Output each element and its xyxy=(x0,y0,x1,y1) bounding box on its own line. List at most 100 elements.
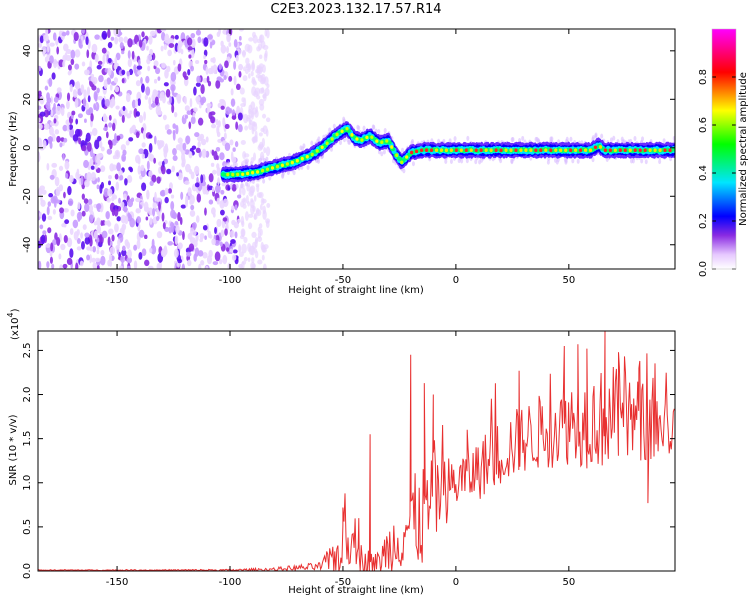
noise-blob xyxy=(38,65,42,72)
noise-blob xyxy=(73,31,79,42)
ridge-core xyxy=(419,148,424,153)
noise-blob xyxy=(254,130,258,139)
x-tick-label: -100 xyxy=(219,577,242,588)
noise-blob xyxy=(260,241,264,251)
ridge-core xyxy=(519,148,523,153)
noise-blob xyxy=(141,31,145,38)
ridge-core xyxy=(499,148,503,153)
ridge-halo xyxy=(444,159,448,165)
noise-blob xyxy=(109,240,113,247)
noise-blob xyxy=(107,236,111,246)
noise-blob xyxy=(243,113,249,124)
noise-blob xyxy=(234,204,238,211)
noise-blob xyxy=(39,111,46,117)
ridge-core xyxy=(623,148,627,153)
noise-blob xyxy=(51,162,58,168)
noise-blob xyxy=(121,50,125,55)
noise-blob xyxy=(195,29,202,36)
noise-blob xyxy=(256,94,261,100)
ridge-core xyxy=(315,149,319,153)
noise-blob xyxy=(261,198,267,204)
ridge-halo xyxy=(245,181,249,187)
noise-blob xyxy=(170,221,174,228)
noise-blob xyxy=(67,64,72,71)
noise-blob xyxy=(113,29,119,37)
noise-blob xyxy=(146,189,150,200)
noise-blob xyxy=(241,97,245,103)
colorbar-tick-label: 0.8 xyxy=(698,69,709,85)
colorbar: 0.0 0.2 0.4 0.6 0.8 Normalized spectral ampl… xyxy=(698,28,749,277)
noise-blob xyxy=(124,178,128,186)
noise-blob xyxy=(116,216,121,222)
noise-blob xyxy=(53,58,58,69)
noise-blob xyxy=(233,60,237,70)
noise-blob xyxy=(200,138,207,146)
ridge-core xyxy=(260,168,265,173)
noise-blob xyxy=(77,113,83,119)
colorbar-gradient xyxy=(712,29,736,269)
noise-blob xyxy=(248,213,254,218)
noise-blob xyxy=(111,96,115,106)
noise-blob xyxy=(96,249,100,255)
noise-blob xyxy=(203,37,209,47)
noise-blob xyxy=(186,259,192,267)
x-tick-label: 50 xyxy=(562,275,575,286)
noise-blob xyxy=(97,60,103,65)
noise-blob xyxy=(244,125,249,131)
ridge-core xyxy=(564,148,568,153)
noise-blob xyxy=(127,58,133,68)
noise-blob xyxy=(62,60,66,68)
noise-blob xyxy=(196,193,202,203)
noise-blob xyxy=(46,206,50,216)
ridge-halo xyxy=(641,136,645,142)
ridge-core xyxy=(241,172,245,177)
noise-blob xyxy=(138,115,144,124)
noise-blob xyxy=(231,183,237,192)
ridge-halo xyxy=(622,139,626,145)
noise-blob xyxy=(135,80,141,87)
noise-blob xyxy=(74,98,79,108)
ridge-core xyxy=(405,155,409,159)
noise-blob xyxy=(159,93,163,102)
noise-blob xyxy=(195,82,201,87)
noise-blob xyxy=(238,251,244,258)
noise-blob xyxy=(259,204,263,211)
noise-blob xyxy=(256,184,260,193)
noise-blob xyxy=(49,55,54,64)
noise-blob xyxy=(188,243,195,252)
noise-blob xyxy=(83,159,89,169)
noise-blob xyxy=(226,46,230,54)
noise-blob xyxy=(238,35,242,41)
ridge-core xyxy=(489,148,493,153)
ridge-halo xyxy=(328,127,332,133)
colorbar-tick-label: 0.2 xyxy=(698,213,709,229)
noise-blob xyxy=(248,73,251,79)
noise-blob xyxy=(168,43,175,48)
snr-y-axis-label: SNR (10 * v/v) xyxy=(8,414,19,485)
ridge-core xyxy=(375,139,379,143)
noise-blob xyxy=(59,207,65,214)
noise-blob xyxy=(145,216,149,221)
noise-blob xyxy=(197,117,204,126)
noise-blob xyxy=(180,204,187,209)
ridge-halo xyxy=(306,164,310,170)
noise-blob xyxy=(54,129,60,135)
noise-blob xyxy=(166,124,170,130)
ridge-halo xyxy=(437,138,441,144)
noise-blob xyxy=(102,54,106,65)
ridge-core xyxy=(285,162,289,166)
noise-blob xyxy=(185,135,191,145)
noise-blob xyxy=(192,222,197,230)
noise-blob xyxy=(84,203,90,213)
noise-blob xyxy=(66,92,71,102)
noise-blob xyxy=(41,189,47,195)
noise-blob xyxy=(86,171,92,182)
x-tick-label: -100 xyxy=(219,275,242,286)
noise-blob xyxy=(182,142,187,151)
noise-blob xyxy=(196,75,201,84)
spectrogram-y-ticks: -40 -20 0 20 40 xyxy=(22,44,675,253)
noise-blob xyxy=(76,246,82,251)
noise-blob xyxy=(232,249,238,254)
x-tick-label: 0 xyxy=(453,275,459,286)
noise-blob xyxy=(99,233,103,244)
